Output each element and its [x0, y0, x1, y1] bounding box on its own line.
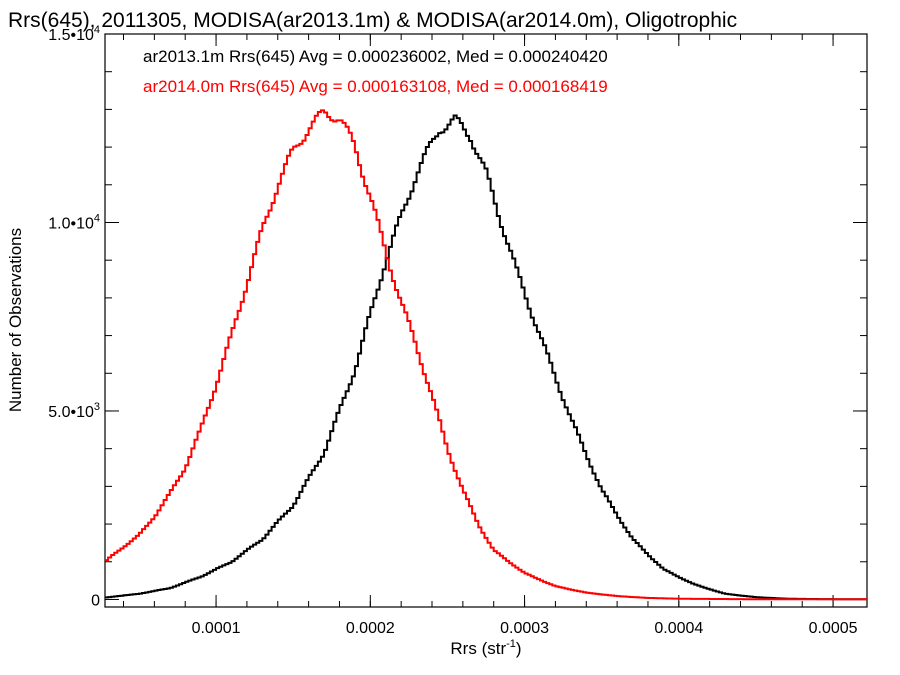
y-axis-label: Number of Observations — [6, 228, 25, 412]
x-tick-label: 0.0004 — [654, 620, 703, 637]
y-tick-label: 1.0•104 — [48, 212, 100, 232]
y-tick-label: 1.5•104 — [48, 24, 100, 44]
x-tick-label: 0.0003 — [500, 620, 549, 637]
series-line-ar2013 — [105, 114, 867, 601]
series-layer — [105, 109, 867, 601]
x-axis-label: Rrs (str-1) — [450, 638, 521, 658]
chart-title: Rrs(645), 2011305, MODISA(ar2013.1m) & M… — [8, 9, 737, 32]
legend-entry-ar2013: ar2013.1m Rrs(645) Avg = 0.000236002, Me… — [143, 47, 608, 66]
series-line-ar2014 — [105, 109, 867, 601]
legend-entry-ar2014: ar2014.0m Rrs(645) Avg = 0.000163108, Me… — [143, 77, 608, 96]
x-tick-label: 0.0002 — [346, 620, 395, 637]
x-tick-label: 0.0001 — [192, 620, 241, 637]
axis-ticks: 0.0001 0.0002 0.0003 0.0004 0.0005 0 5.0•103 1.… — [48, 24, 867, 637]
x-tick-label: 0.0005 — [809, 620, 858, 637]
y-tick-label: 5.0•103 — [48, 401, 100, 421]
plot-frame — [104, 33, 868, 608]
y-tick-label: 0 — [91, 592, 100, 609]
